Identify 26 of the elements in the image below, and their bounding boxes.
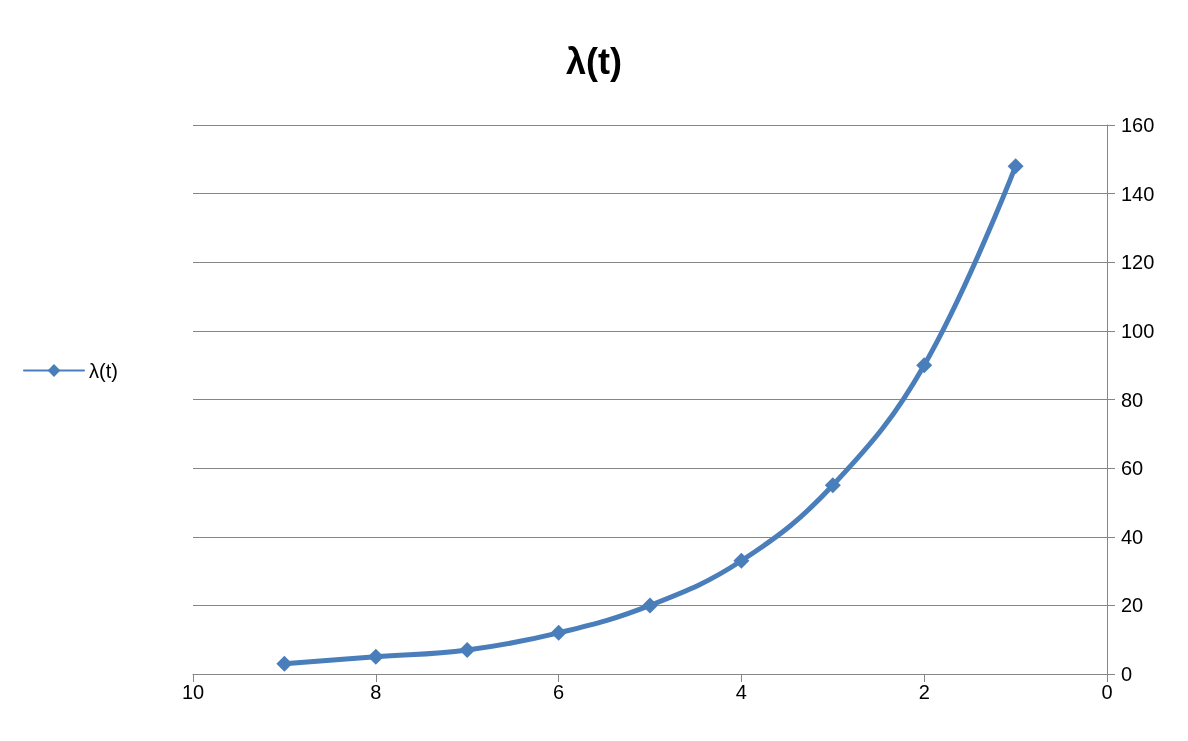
point (1007, 158, 1024, 175)
y-tick-label: 140 (1121, 182, 1155, 205)
y-tick-label: 80 (1121, 388, 1144, 411)
x-tick-label: 10 (181, 681, 205, 703)
point (916, 357, 933, 374)
point (550, 624, 567, 641)
y-tick-label: 100 (1121, 319, 1155, 342)
x-tick-label: 6 (553, 681, 565, 703)
point (276, 655, 293, 672)
point (459, 641, 476, 658)
x-tick-label: 0 (1101, 681, 1113, 703)
x-tick-label: 4 (735, 681, 747, 703)
point (733, 552, 750, 569)
point (642, 597, 658, 614)
y-tick-label: 40 (1121, 525, 1144, 548)
y-tick-label: 120 (1121, 251, 1155, 274)
point (824, 477, 841, 494)
point (367, 648, 384, 665)
y-tick-label: 60 (1121, 457, 1144, 480)
legend-label: λ(t) (89, 359, 118, 382)
y-tick-label: 160 (1121, 114, 1155, 136)
y-tick-label: 0 (1121, 663, 1133, 685)
chart-title: λ(t) (566, 40, 622, 82)
x-tick-label: 8 (370, 681, 382, 703)
x-tick-label: 2 (918, 681, 930, 703)
y-tick-label: 20 (1121, 594, 1144, 617)
